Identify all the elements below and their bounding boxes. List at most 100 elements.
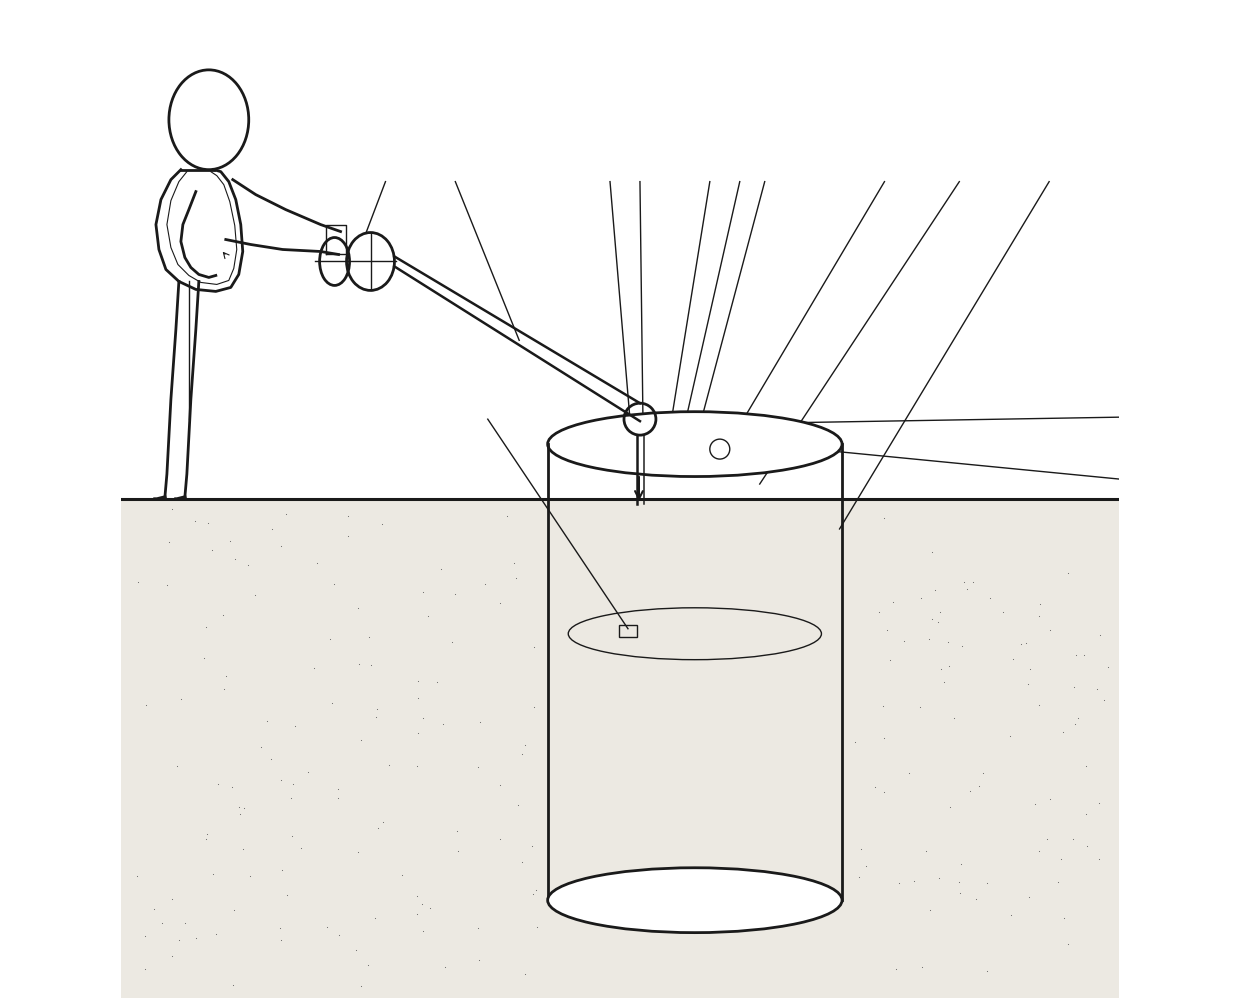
Point	[1089, 851, 1109, 867]
Point	[516, 966, 536, 982]
Point	[931, 661, 951, 677]
Point	[873, 698, 893, 714]
Point	[272, 538, 291, 554]
Point	[420, 899, 440, 915]
Point	[325, 576, 345, 592]
Point	[1038, 831, 1058, 847]
Bar	[122, 499, 1118, 998]
Point	[222, 778, 242, 794]
Point	[508, 796, 528, 812]
Point	[413, 923, 433, 939]
Point	[935, 674, 955, 690]
Point	[874, 510, 894, 526]
Point	[1052, 850, 1071, 866]
Point	[239, 867, 259, 883]
Point	[1003, 651, 1023, 667]
Point	[198, 515, 218, 531]
Point	[197, 826, 217, 842]
Point	[298, 764, 317, 780]
Point	[329, 927, 348, 943]
Point	[151, 915, 171, 931]
Point	[175, 915, 195, 931]
Point	[347, 844, 367, 860]
Point	[231, 806, 250, 822]
Point	[911, 590, 931, 606]
Point	[379, 757, 399, 773]
Point	[135, 961, 155, 977]
Point	[202, 542, 222, 558]
Point	[869, 604, 889, 620]
Point	[512, 853, 532, 869]
Point	[408, 673, 428, 689]
Point	[894, 633, 914, 649]
Point	[368, 820, 388, 836]
Point	[1089, 794, 1109, 810]
Point	[999, 729, 1019, 745]
Point	[1086, 681, 1106, 697]
Point	[920, 902, 940, 918]
Point	[923, 611, 942, 627]
Point	[346, 942, 366, 958]
Point	[1021, 661, 1040, 677]
Ellipse shape	[548, 867, 842, 932]
Point	[128, 867, 148, 883]
Point	[216, 668, 236, 684]
Point	[281, 828, 301, 844]
Point	[929, 614, 949, 630]
Point	[1099, 660, 1118, 676]
Point	[252, 740, 272, 755]
Point	[322, 695, 342, 711]
Point	[1019, 888, 1039, 904]
Point	[221, 533, 241, 549]
Point	[923, 544, 942, 560]
Point	[981, 591, 1001, 607]
Point	[490, 776, 510, 792]
Point	[523, 699, 543, 715]
Point	[1018, 676, 1038, 692]
Point	[203, 865, 223, 881]
Point	[320, 632, 340, 648]
Point	[1029, 843, 1049, 859]
Point	[1058, 936, 1078, 952]
Point	[291, 840, 311, 856]
Point	[1048, 873, 1068, 889]
Point	[446, 823, 466, 839]
Point	[1064, 680, 1084, 696]
Point	[169, 932, 188, 948]
Point	[966, 890, 986, 906]
Point	[977, 875, 997, 891]
Point	[523, 886, 543, 902]
Point	[269, 920, 289, 936]
Point	[527, 919, 547, 935]
Point	[408, 757, 428, 773]
Point	[407, 906, 427, 922]
Point	[954, 574, 973, 590]
Point	[329, 781, 348, 797]
Point	[212, 607, 232, 623]
Point	[196, 831, 216, 847]
Point	[522, 837, 542, 853]
Point	[361, 658, 381, 674]
Point	[306, 555, 326, 571]
Point	[246, 587, 265, 603]
Point	[925, 582, 945, 598]
Point	[135, 928, 155, 944]
Point	[367, 702, 387, 718]
Point	[904, 873, 924, 889]
Point	[866, 778, 885, 794]
Point	[469, 920, 489, 936]
Point	[470, 715, 490, 731]
Point	[1068, 711, 1087, 727]
Point	[229, 799, 249, 815]
Point	[1012, 637, 1032, 653]
Point	[490, 831, 510, 847]
Point	[196, 619, 216, 635]
Ellipse shape	[548, 411, 842, 476]
Point	[973, 765, 993, 781]
Point	[1074, 647, 1094, 663]
Point	[270, 932, 290, 948]
Point	[339, 528, 358, 544]
Point	[280, 790, 300, 806]
Point	[238, 557, 258, 573]
Point	[433, 717, 453, 733]
